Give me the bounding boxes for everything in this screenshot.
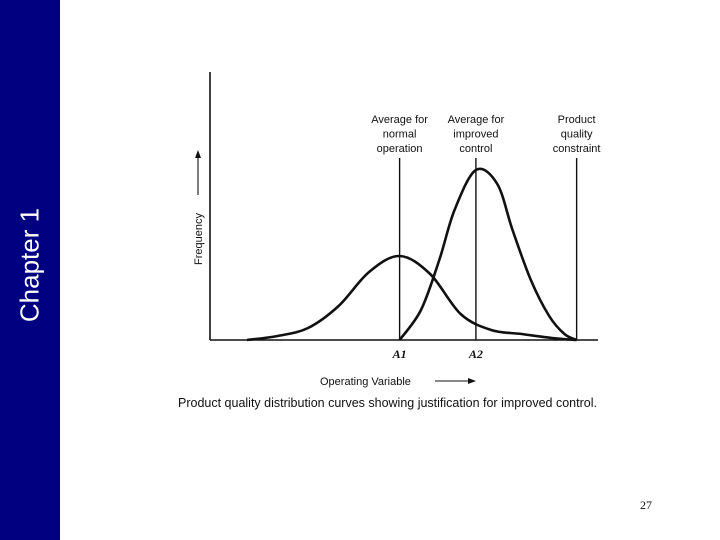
reference-label-2-line-2: improved bbox=[453, 129, 498, 141]
x-axis-arrow bbox=[435, 378, 476, 384]
x-tick-a2: A2 bbox=[468, 347, 483, 361]
reference-label-3-line-2: quality bbox=[561, 129, 593, 141]
sidebar-bar: Chapter 1 bbox=[0, 0, 60, 540]
reference-label-1-line-1: Average for bbox=[371, 114, 428, 126]
x-axis-label: Operating Variable bbox=[320, 376, 411, 388]
distribution-curves bbox=[246, 167, 578, 342]
curve-2 bbox=[398, 167, 578, 342]
reference-lines bbox=[398, 158, 578, 340]
x-tick-labels: A1 A2 bbox=[392, 347, 483, 361]
reference-labels: Average for normal operation Average for imp… bbox=[371, 114, 600, 155]
y-axis-label: Frequency bbox=[193, 213, 205, 265]
reference-label-1-line-2: normal bbox=[383, 129, 417, 141]
reference-label-3-line-1: Product bbox=[558, 114, 596, 126]
figure-caption: Product quality distribution curves show… bbox=[178, 396, 597, 410]
page-number: 27 bbox=[640, 498, 652, 512]
reference-label-3-line-3: constraint bbox=[553, 143, 601, 155]
reference-label-1-line-3: operation bbox=[377, 143, 423, 155]
x-tick-a1: A1 bbox=[392, 347, 407, 361]
reference-label-2-line-3: control bbox=[459, 143, 492, 155]
reference-label-2-line-1: Average for bbox=[448, 114, 505, 126]
curve-1 bbox=[246, 254, 577, 342]
y-axis-arrow bbox=[195, 150, 201, 195]
